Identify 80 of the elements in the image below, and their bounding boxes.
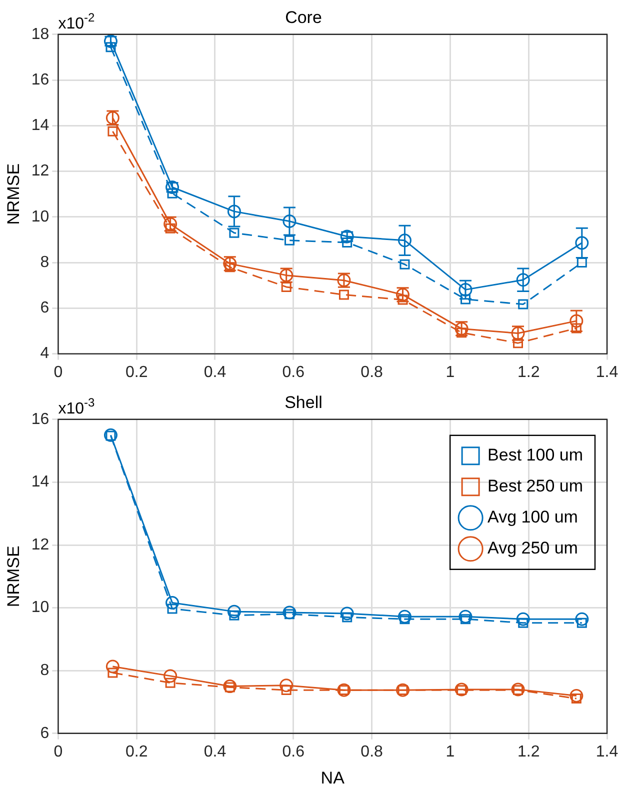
point [454, 682, 468, 696]
point [511, 682, 525, 696]
point [398, 294, 408, 305]
y-tick-label: 12 [31, 162, 50, 180]
point [338, 290, 349, 300]
point [516, 612, 530, 626]
x-tick-label: 1 [446, 743, 455, 760]
x-tick-label: 0.6 [282, 364, 305, 381]
legend-label: Avg 100 um [488, 508, 578, 527]
point [282, 214, 296, 228]
point [570, 314, 584, 328]
x-tick-label: 1 [446, 364, 455, 381]
x-tick-label: 0.4 [204, 364, 226, 381]
point [400, 259, 410, 270]
y-axis-title: NRMSE [4, 163, 23, 225]
point [398, 610, 412, 624]
point [164, 669, 178, 683]
point [165, 678, 176, 688]
point [576, 258, 587, 268]
point [400, 614, 410, 624]
x-tick-label: 1.4 [596, 364, 618, 381]
x-tick-label: 1.2 [517, 364, 540, 381]
point [166, 596, 180, 610]
y-tick-label: 16 [31, 410, 50, 428]
point [167, 604, 178, 614]
legend-label: Best 250 um [488, 476, 584, 496]
point [458, 610, 472, 624]
point [342, 237, 352, 248]
point [280, 678, 294, 692]
y-tick-label: 6 [40, 724, 50, 742]
point [281, 282, 292, 292]
point [106, 660, 120, 674]
x-tick-label: 0.8 [360, 364, 384, 381]
y-tick-label: 18 [31, 26, 50, 43]
point [108, 668, 118, 678]
point [398, 234, 412, 248]
point [167, 188, 178, 198]
x-tick-label: 0.6 [282, 743, 305, 760]
x-tick-label: 0.4 [204, 743, 226, 760]
point [571, 323, 582, 334]
point [223, 680, 237, 694]
legend-label: Avg 250 um [488, 538, 578, 558]
x-tick-label: 0.8 [360, 743, 384, 760]
chart-title: Core [285, 8, 322, 27]
y-axis-title: NRMSE [4, 546, 23, 608]
point [104, 428, 118, 442]
point [227, 204, 241, 218]
point [229, 228, 240, 238]
point [575, 612, 589, 626]
x-tick-label: 0 [54, 364, 63, 381]
point [516, 273, 530, 287]
y-tick-label: 14 [31, 474, 50, 491]
point [570, 688, 584, 702]
x-tick-label: 0 [54, 743, 63, 760]
point [108, 126, 118, 136]
point [513, 338, 524, 348]
y-tick-label: 10 [31, 599, 50, 616]
point [227, 604, 241, 618]
y-tick-label: 16 [31, 71, 50, 88]
point [575, 236, 589, 250]
x-tick-label: 1.2 [517, 743, 540, 760]
y-tick-label: 4 [40, 345, 50, 362]
chart-title: Shell [284, 392, 322, 412]
y-tick-label: 8 [40, 662, 50, 680]
legend-label: Best 100 um [488, 446, 584, 465]
point [282, 606, 296, 620]
x-tick-label: 0.2 [125, 364, 148, 381]
x-tick-label: 0.2 [125, 743, 148, 760]
point [340, 606, 354, 620]
y-tick-label: 8 [40, 254, 50, 271]
y-tick-label: 6 [40, 300, 50, 317]
y-tick-label: 10 [31, 208, 50, 226]
point [284, 235, 294, 246]
x-tick-label: 1.4 [596, 743, 618, 760]
x-axis-title: NA [320, 768, 346, 788]
point [518, 299, 528, 310]
y-tick-label: 14 [31, 117, 50, 134]
point [460, 294, 470, 304]
point [106, 42, 116, 52]
y-tick-label: 12 [31, 536, 50, 554]
